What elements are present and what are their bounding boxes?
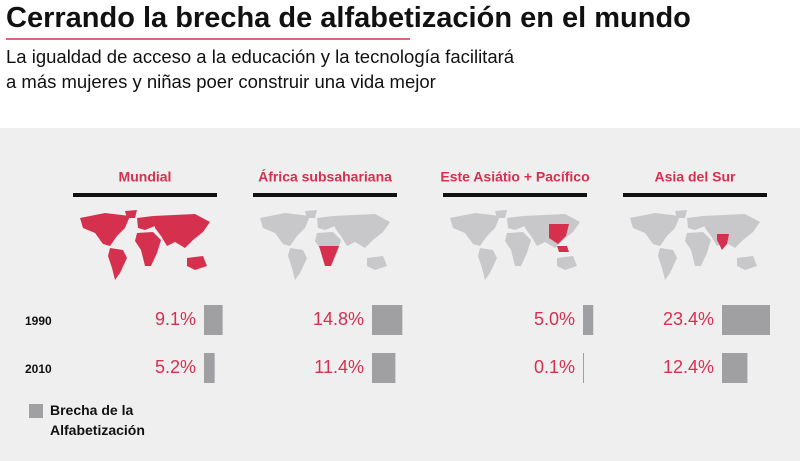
highlight-region <box>319 246 339 266</box>
value-label: 5.2% <box>155 357 196 377</box>
region-label: Asia del Sur <box>655 169 736 185</box>
value-label: 11.4% <box>314 357 364 377</box>
continent <box>80 213 130 246</box>
value-label: 0.1% <box>534 357 575 377</box>
highlight-region <box>549 224 569 244</box>
continent <box>505 232 531 266</box>
continent <box>333 214 390 248</box>
chart-title: Cerrando la brecha de alfabetización en … <box>6 2 691 34</box>
bar <box>583 353 584 383</box>
region-rule <box>73 193 217 197</box>
chart-subtitle: La igualdad de acceso a la educación y l… <box>6 46 515 92</box>
background-panel <box>0 128 800 461</box>
highlight-region <box>557 246 569 252</box>
value-label: 23.4% <box>663 309 714 329</box>
continent <box>317 216 335 230</box>
continent <box>137 216 155 230</box>
year-label: 2010 <box>25 362 52 376</box>
highlight-region <box>717 234 729 250</box>
value-label: 14.8% <box>313 309 364 329</box>
continent <box>478 248 497 280</box>
continent <box>288 248 307 280</box>
legend-swatch <box>29 404 43 418</box>
continent <box>108 248 127 280</box>
region-rule <box>623 193 767 197</box>
value-label: 5.0% <box>534 309 575 329</box>
continent <box>495 210 507 218</box>
continent <box>187 256 207 270</box>
world-map <box>630 210 760 280</box>
continent <box>557 256 577 270</box>
bar <box>722 353 748 383</box>
continent <box>450 213 500 246</box>
continent <box>125 210 137 218</box>
continent <box>685 232 711 266</box>
bar <box>372 353 396 383</box>
bar <box>722 305 770 335</box>
continent <box>507 216 525 230</box>
year-label: 1990 <box>25 314 52 328</box>
bar <box>372 305 403 335</box>
region-label: África subsahariana <box>258 169 392 185</box>
region-label: Este Asiátio + Pacífico <box>440 169 589 185</box>
continent <box>630 213 680 246</box>
continent <box>367 256 387 270</box>
value-label: 12.4% <box>663 357 714 377</box>
region-label: Mundial <box>119 169 172 185</box>
continent <box>260 213 310 246</box>
world-map <box>80 210 210 280</box>
legend-label: Brecha de la Alfabetización <box>50 402 145 438</box>
continent <box>675 210 687 218</box>
continent <box>135 232 161 266</box>
world-map <box>260 210 390 280</box>
continent <box>153 214 210 248</box>
bar <box>204 353 215 383</box>
bar <box>204 305 223 335</box>
region-rule <box>443 193 587 197</box>
continent <box>658 248 677 280</box>
value-label: 9.1% <box>155 309 196 329</box>
world-map <box>450 210 580 280</box>
region-rule <box>253 193 397 197</box>
bar <box>583 305 594 335</box>
continent <box>687 216 705 230</box>
continent <box>305 210 317 218</box>
continent <box>737 256 757 270</box>
